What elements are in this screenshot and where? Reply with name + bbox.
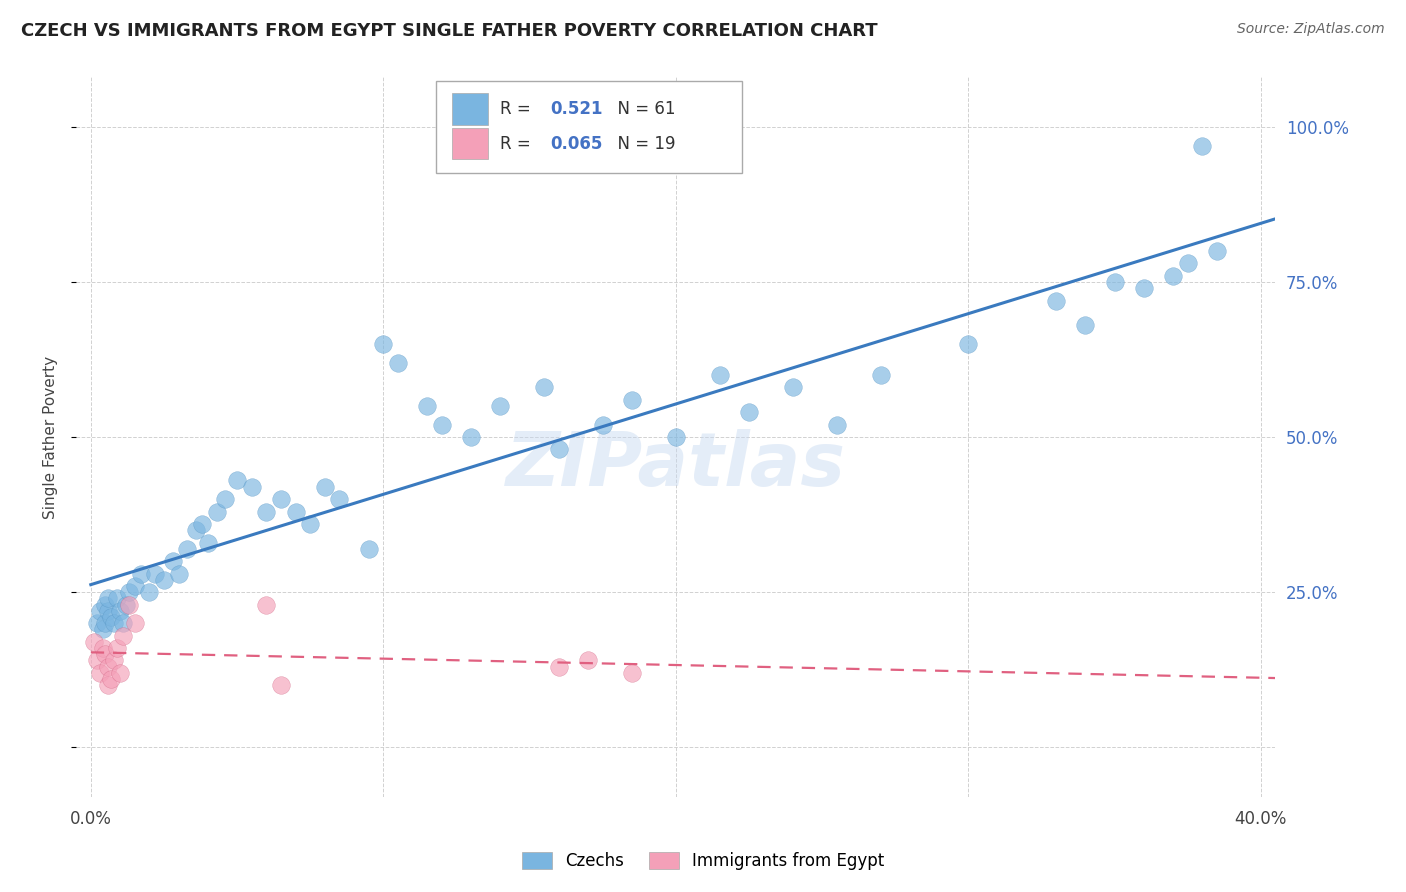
Point — [100, 672, 122, 686]
Point — [254, 504, 277, 518]
Point — [108, 665, 131, 680]
Point — [89, 665, 111, 680]
Point — [97, 678, 120, 692]
Text: N = 61: N = 61 — [607, 100, 676, 118]
Point — [111, 628, 134, 642]
Point — [89, 604, 111, 618]
Point — [167, 566, 190, 581]
Point — [547, 659, 569, 673]
Point — [489, 399, 512, 413]
Point — [86, 616, 108, 631]
Point — [782, 380, 804, 394]
Point — [97, 659, 120, 673]
Point — [314, 480, 336, 494]
Point — [1045, 293, 1067, 308]
Point — [738, 405, 761, 419]
Text: CZECH VS IMMIGRANTS FROM EGYPT SINGLE FATHER POVERTY CORRELATION CHART: CZECH VS IMMIGRANTS FROM EGYPT SINGLE FA… — [21, 22, 877, 40]
Point — [138, 585, 160, 599]
Text: ZIPatlas: ZIPatlas — [506, 429, 846, 502]
Point — [1177, 256, 1199, 270]
Point — [94, 616, 117, 631]
FancyBboxPatch shape — [436, 81, 742, 173]
Point — [460, 430, 482, 444]
Point — [240, 480, 263, 494]
Point — [620, 392, 643, 407]
Point — [825, 417, 848, 432]
Point — [184, 523, 207, 537]
Point — [91, 623, 114, 637]
Point — [205, 504, 228, 518]
Text: 0.065: 0.065 — [550, 135, 602, 153]
Point — [254, 598, 277, 612]
Point — [83, 634, 105, 648]
Point — [176, 541, 198, 556]
Text: 0.521: 0.521 — [550, 100, 602, 118]
Point — [153, 573, 176, 587]
Point — [97, 604, 120, 618]
Point — [103, 616, 125, 631]
Point — [869, 368, 891, 382]
Point — [328, 492, 350, 507]
Point — [416, 399, 439, 413]
Point — [547, 442, 569, 457]
Point — [94, 598, 117, 612]
Point — [97, 591, 120, 606]
Point — [143, 566, 166, 581]
Point — [620, 665, 643, 680]
Point — [373, 337, 395, 351]
Point — [1191, 138, 1213, 153]
Point — [103, 653, 125, 667]
Point — [533, 380, 555, 394]
Point — [111, 616, 134, 631]
Point — [284, 504, 307, 518]
Text: N = 19: N = 19 — [607, 135, 676, 153]
Point — [105, 591, 128, 606]
Text: Source: ZipAtlas.com: Source: ZipAtlas.com — [1237, 22, 1385, 37]
Point — [1206, 244, 1229, 258]
Point — [592, 417, 614, 432]
Point — [100, 610, 122, 624]
Point — [115, 598, 138, 612]
Point — [957, 337, 980, 351]
FancyBboxPatch shape — [451, 128, 488, 160]
Point — [91, 640, 114, 655]
Point — [108, 604, 131, 618]
Text: R =: R = — [499, 100, 536, 118]
Point — [1074, 318, 1097, 333]
Point — [129, 566, 152, 581]
Point — [299, 516, 322, 531]
Legend: Czechs, Immigrants from Egypt: Czechs, Immigrants from Egypt — [515, 845, 891, 877]
Point — [357, 541, 380, 556]
Point — [118, 598, 141, 612]
Point — [1161, 268, 1184, 283]
Point — [226, 474, 249, 488]
Point — [270, 492, 292, 507]
Point — [124, 616, 146, 631]
Point — [197, 535, 219, 549]
Point — [1104, 275, 1126, 289]
Point — [1132, 281, 1154, 295]
Point — [214, 492, 236, 507]
Point — [270, 678, 292, 692]
Point — [665, 430, 688, 444]
Point — [709, 368, 731, 382]
Point — [162, 554, 184, 568]
Point — [86, 653, 108, 667]
FancyBboxPatch shape — [451, 94, 488, 125]
Point — [430, 417, 453, 432]
Point — [191, 516, 214, 531]
Y-axis label: Single Father Poverty: Single Father Poverty — [44, 356, 58, 518]
Point — [94, 647, 117, 661]
Point — [118, 585, 141, 599]
Point — [387, 356, 409, 370]
Point — [576, 653, 599, 667]
Point — [124, 579, 146, 593]
Text: R =: R = — [499, 135, 536, 153]
Point — [105, 640, 128, 655]
